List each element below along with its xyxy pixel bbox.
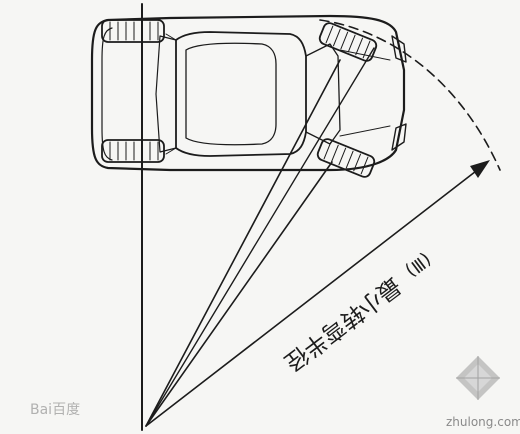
label-number: (Ⅲ) xyxy=(401,248,435,281)
windshield xyxy=(305,43,341,145)
rear-window xyxy=(155,35,177,153)
car-body-outline xyxy=(90,14,406,172)
rear-wheel-top xyxy=(101,19,165,43)
headlight-bottom xyxy=(391,123,407,151)
radius-arrowhead xyxy=(470,160,490,178)
radius-line-outer-corner xyxy=(145,47,375,427)
rear-wheel-bottom xyxy=(101,139,165,163)
front-wheel-bottom xyxy=(316,138,376,178)
radius-label-group: 最小转弯半径 (Ⅲ) xyxy=(279,248,435,376)
front-wheel-top xyxy=(318,22,378,62)
radius-line-front-bottom-wheel xyxy=(145,161,333,427)
baidu-watermark: Bai百度 xyxy=(30,402,80,418)
zhulong-logo-icon xyxy=(456,356,500,400)
car-roof-inner xyxy=(185,42,277,146)
radius-label: 最小转弯半径 xyxy=(279,272,405,376)
car-roof xyxy=(175,31,307,157)
zhulong-watermark: zhulong.com xyxy=(446,415,520,429)
car-body-inner-edge xyxy=(101,27,113,161)
headlight-top xyxy=(391,35,407,63)
minimum-turning-radius-line xyxy=(145,167,481,427)
turning-arc xyxy=(319,19,501,171)
radius-line-front-top-wheel xyxy=(145,59,341,427)
hood-lines xyxy=(165,33,391,155)
